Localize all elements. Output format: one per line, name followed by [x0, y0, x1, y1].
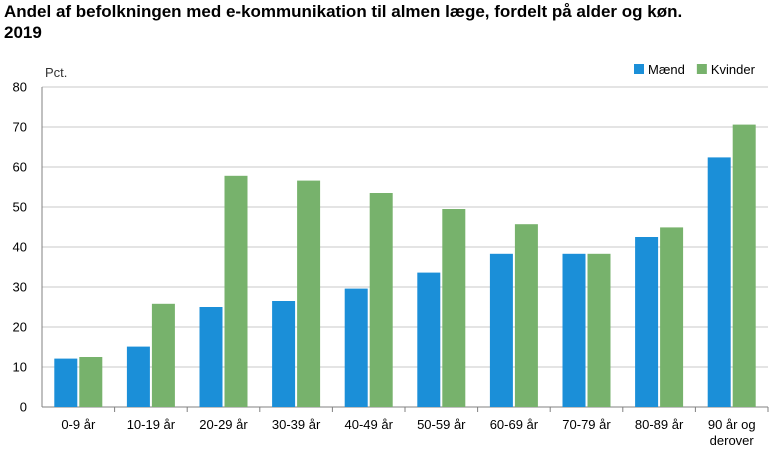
y-unit-label: Pct. [45, 65, 67, 80]
x-tick-label-line: 40-49 år [344, 417, 393, 432]
x-tick-label-line: 60-69 år [490, 417, 539, 432]
y-tick-label: 80 [13, 80, 27, 95]
x-tick-label: 90 år og derover [708, 417, 756, 448]
x-tick-label-line: 0-9 år [61, 417, 96, 432]
bar-maend [562, 253, 586, 407]
y-tick-label: 70 [13, 120, 27, 135]
chart-title-line-1: Andel af befolkningen med e-kommunikatio… [4, 2, 683, 21]
x-tick-label-line: 30-39 år [272, 417, 321, 432]
bar-maend [489, 253, 513, 407]
chart-title-line-2: 2019 [4, 23, 42, 42]
x-tick-label: 60-69 år [490, 417, 539, 432]
gridlines [42, 86, 768, 368]
bar-kvinder [369, 193, 393, 407]
bar-maend [54, 358, 78, 407]
bar-maend [344, 288, 368, 407]
x-tick-label-line: 70-79 år [562, 417, 611, 432]
x-tick-label: 20-29 år [199, 417, 248, 432]
legend-swatch-kvinder [696, 64, 707, 74]
bar-kvinder [442, 209, 466, 407]
bar-maend [126, 346, 150, 407]
bar-maend [199, 307, 223, 407]
bar-kvinder [514, 224, 538, 407]
y-tick-label: 20 [13, 320, 27, 335]
x-axis: 0-9 år 10-19 år 20-29 år 30-39 år 40-49 år 50… [61, 407, 769, 448]
bar-maend [635, 237, 659, 407]
y-tick-label: 10 [13, 360, 27, 375]
chart-title: Andel af befolkningen med e-kommunikatio… [4, 1, 764, 43]
x-tick-label-line: 20-29 år [199, 417, 248, 432]
x-tick-label: 30-39 år [272, 417, 321, 432]
x-tick-label: 10-19 år [127, 417, 176, 432]
bar-kvinder [297, 180, 321, 407]
legend: Mænd Kvinder [634, 62, 756, 77]
bars [54, 124, 756, 407]
bar-kvinder [79, 357, 103, 407]
bar-kvinder [151, 303, 175, 407]
bar-maend [272, 301, 296, 407]
y-tick-label: 50 [13, 200, 27, 215]
x-tick-label: 80-89 år [635, 417, 684, 432]
x-tick-label-line: 80-89 år [635, 417, 684, 432]
bar-kvinder [224, 175, 248, 407]
legend-swatch-maend [634, 64, 644, 74]
y-tick-label: 0 [20, 400, 27, 415]
bar-kvinder [587, 253, 611, 407]
x-tick-label: 70-79 år [562, 417, 611, 432]
y-tick-label: 60 [13, 160, 27, 175]
legend-label-maend: Mænd [648, 62, 685, 77]
bar-maend [707, 157, 731, 407]
x-tick-label-line: 50-59 år [417, 417, 466, 432]
x-tick-label: 50-59 år [417, 417, 466, 432]
x-tick-label: 0-9 år [61, 417, 96, 432]
x-tick-label-line: derover [710, 433, 755, 448]
bar-maend [417, 272, 441, 407]
y-tick-label: 40 [13, 240, 27, 255]
bar-kvinder [660, 227, 684, 407]
y-tick-label: 30 [13, 280, 27, 295]
legend-label-kvinder: Kvinder [711, 62, 756, 77]
bar-kvinder [732, 124, 756, 407]
x-tick-label-line: 10-19 år [127, 417, 176, 432]
x-tick-label-line: 90 år og [708, 417, 756, 432]
x-tick-label: 40-49 år [344, 417, 393, 432]
